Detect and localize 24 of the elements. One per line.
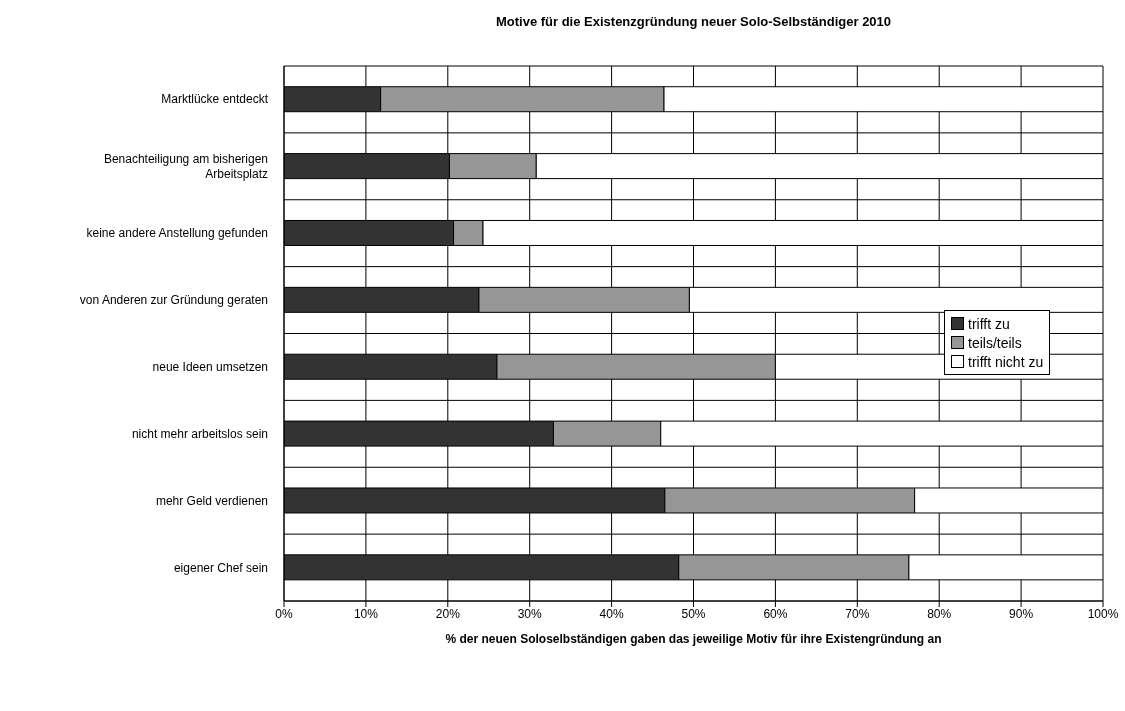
x-tick-label: 100%	[1087, 606, 1119, 621]
x-tick-label: 10%	[353, 606, 379, 621]
x-tick-label: 80%	[927, 606, 952, 621]
y-tick-label: neue Ideen umsetzen	[152, 359, 268, 374]
y-tick-label: mehr Geld verdienen	[155, 493, 268, 508]
x-tick-label: 70%	[845, 606, 870, 621]
x-tick-label: 60%	[763, 606, 788, 621]
y-tick-label: von Anderen zur Gründung geraten	[79, 293, 268, 308]
y-tick-label: Marktlücke entdeckt	[161, 92, 269, 107]
x-tick-label: 90%	[1009, 606, 1034, 621]
x-tick-label: 40%	[599, 606, 624, 621]
x-tick-label: 0%	[275, 606, 293, 621]
y-tick-label: keine andere Anstellung gefunden	[86, 226, 268, 241]
x-axis-title: % der neuen Soloselbständigen gaben das jeweilige Motiv für ihre Existengründung an	[445, 632, 942, 646]
legend-label: trifft nicht zu	[968, 353, 1044, 370]
x-tick-label: 30%	[517, 606, 543, 621]
legend-label: trifft zu	[968, 315, 1010, 332]
legend-label: teils/teils	[968, 334, 1022, 351]
x-tick-label: 50%	[681, 606, 706, 621]
y-tick-label: eigener Chef sein	[173, 560, 268, 575]
chart-title: Motive für die Existenzgründung neuer Solo-Selbständiger 2010	[494, 14, 893, 29]
y-tick-label: Benachteiligung am bisherigen Arbeitsplatz	[103, 151, 268, 181]
x-tick-label: 20%	[435, 606, 461, 621]
y-tick-label: nicht mehr arbeitslos sein	[131, 426, 268, 441]
